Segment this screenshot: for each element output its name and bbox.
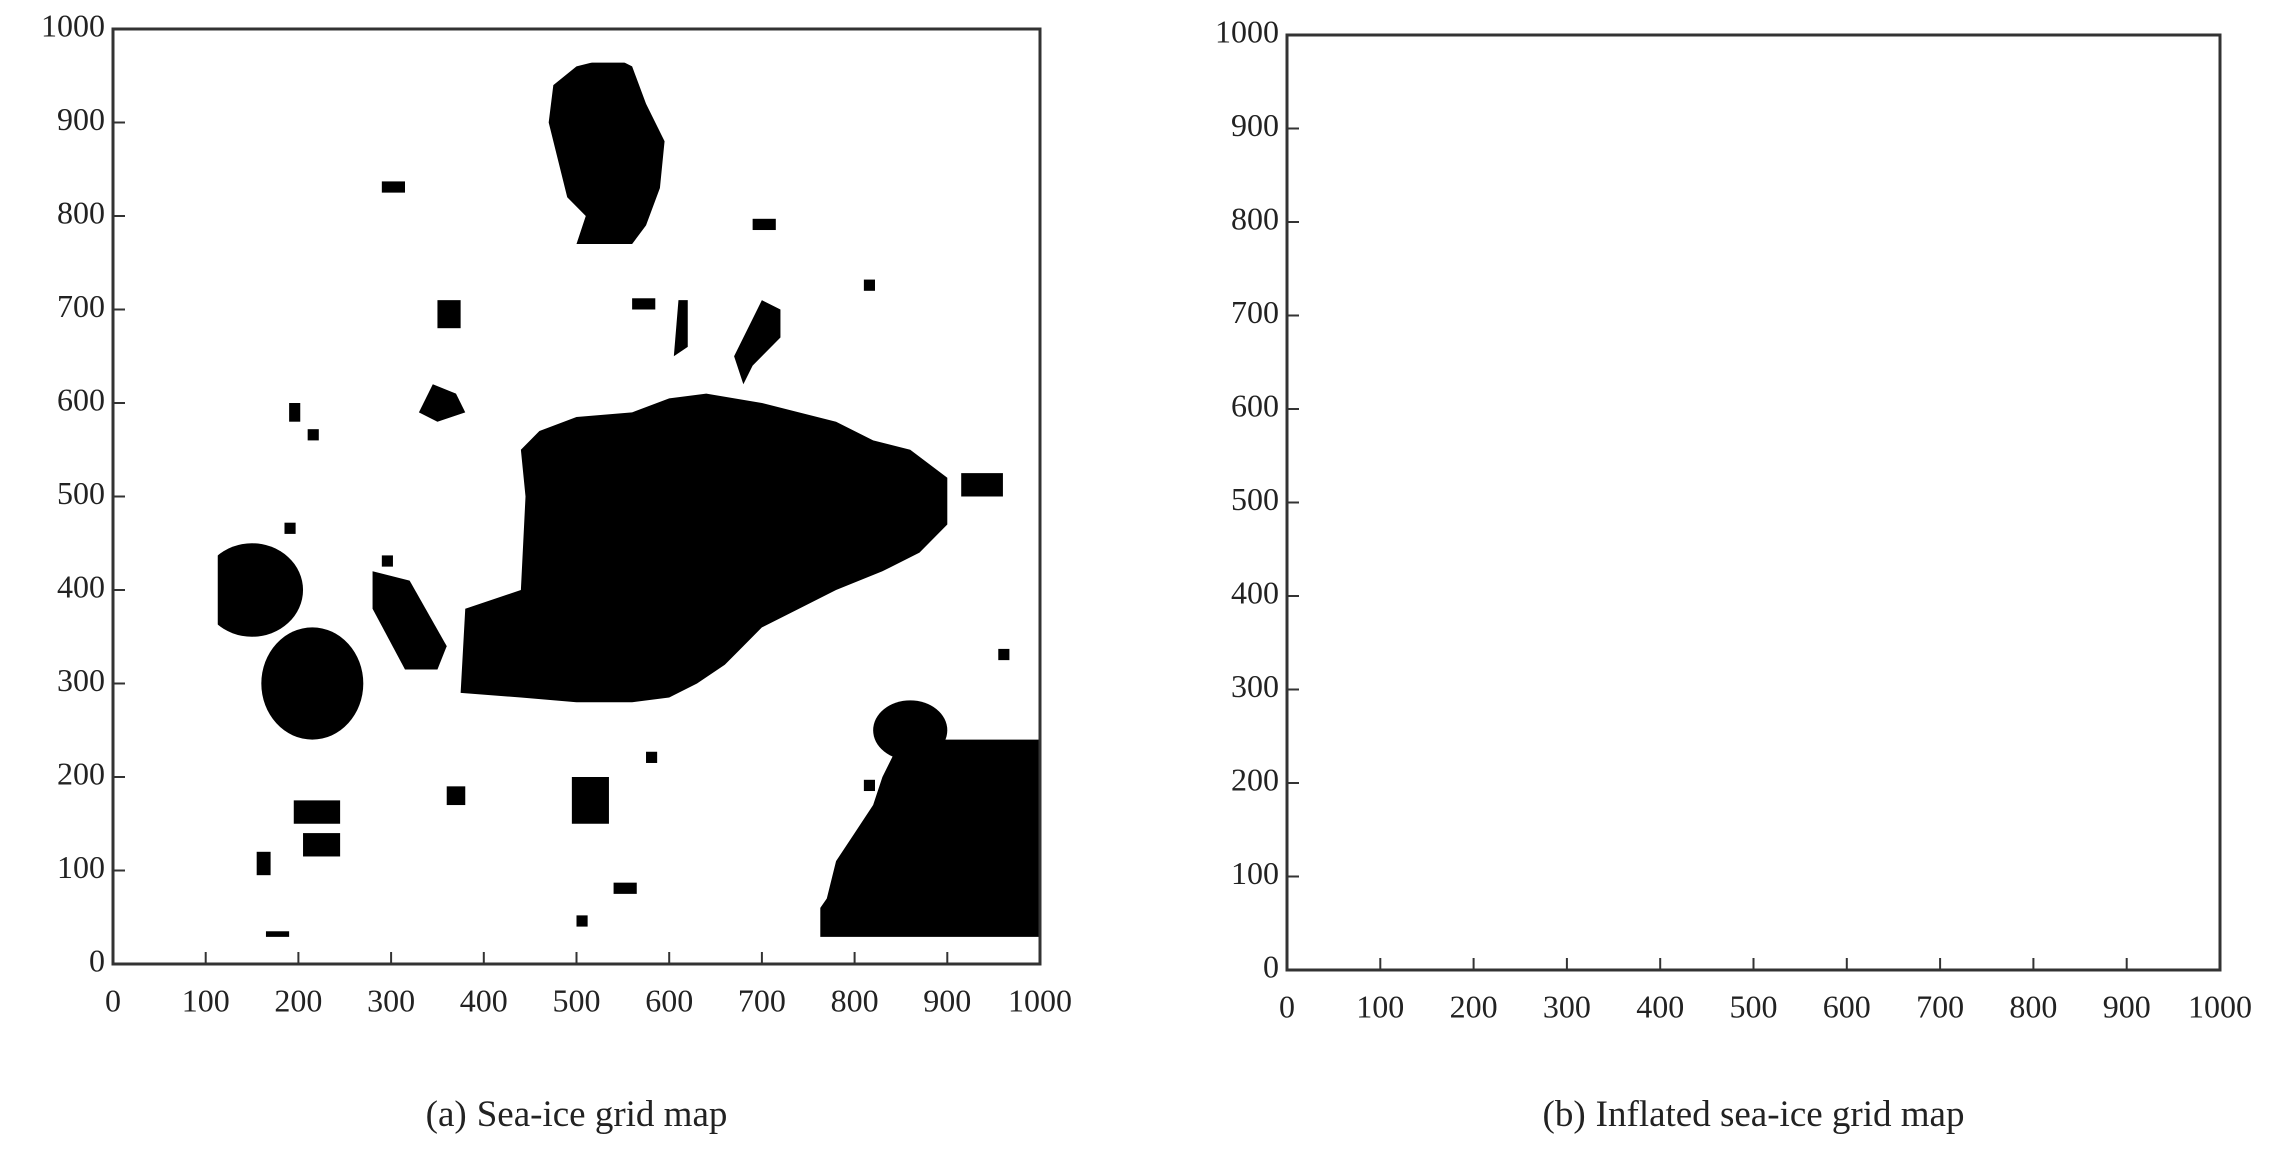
- y-tick-label: 0: [89, 942, 105, 978]
- sea-ice: [217, 62, 1040, 937]
- y-tick-label: 900: [1231, 107, 1279, 143]
- x-tick-label: 1000: [2188, 988, 2252, 1024]
- caption-title: Sea-ice grid map: [477, 1094, 728, 1135]
- y-tick-label: 900: [57, 101, 105, 137]
- grid-map-panel: 0 100 200 300 400 500 600 700 800 900 1000 0 100 200 3…: [41, 7, 1072, 1135]
- y-tick-label: 600: [57, 381, 105, 417]
- y-tick-label: 400: [57, 568, 105, 604]
- caption-label: (b): [1543, 1094, 1586, 1135]
- x-tick-label: 800: [831, 982, 879, 1018]
- plot-frame: [1285, 33, 2222, 972]
- x-tick-label: 0: [105, 982, 121, 1018]
- x-tick-label: 700: [1916, 988, 1964, 1024]
- y-tick-label: 500: [57, 475, 105, 511]
- x-tick-label: 500: [1730, 988, 1778, 1024]
- y-tick-label: 200: [57, 755, 105, 791]
- caption: (a) Sea-ice grid map: [426, 1094, 728, 1135]
- y-tick-label: 600: [1231, 387, 1279, 423]
- y-tick-label: 200: [1231, 761, 1279, 797]
- x-tick-label: 700: [738, 982, 786, 1018]
- y-tick-label: 0: [1263, 948, 1279, 984]
- sea-ice: [1287, 47, 2220, 970]
- x-tick-label: 0: [1279, 988, 1295, 1024]
- y-tick-label: 800: [1231, 200, 1279, 236]
- y-tick-label: 100: [1231, 855, 1279, 891]
- x-tick-label: 900: [923, 982, 971, 1018]
- y-tick-label: 400: [1231, 574, 1279, 610]
- x-tick-label: 300: [1543, 988, 1591, 1024]
- caption: (b) Inflated sea-ice grid map: [1543, 1094, 1965, 1135]
- y-tick-label: 1000: [41, 7, 105, 43]
- x-tick-label: 400: [460, 982, 508, 1018]
- x-tick-label: 900: [2103, 988, 2151, 1024]
- x-tick-label: 100: [1356, 988, 1404, 1024]
- caption-label: (a): [426, 1094, 467, 1135]
- x-tick-label: 100: [182, 982, 230, 1018]
- y-tick-label: 300: [57, 662, 105, 698]
- x-tick-label: 500: [553, 982, 601, 1018]
- x-tick-label: 400: [1636, 988, 1684, 1024]
- x-tick-label: 600: [645, 982, 693, 1018]
- grid-map-panel: 0 100 200 300 400 500 600 700 800 900 1000 0 100 200 3…: [1215, 13, 2252, 1135]
- y-tick-label: 500: [1231, 481, 1279, 517]
- caption-title: Inflated sea-ice grid map: [1596, 1094, 1965, 1135]
- x-tick-label: 600: [1823, 988, 1871, 1024]
- x-tick-label: 300: [367, 982, 415, 1018]
- y-tick-label: 300: [1231, 668, 1279, 704]
- y-tick-label: 1000: [1215, 13, 1279, 49]
- x-tick-label: 200: [274, 982, 322, 1018]
- y-tick-label: 100: [57, 849, 105, 885]
- x-tick-label: 200: [1450, 988, 1498, 1024]
- y-tick-label: 700: [57, 288, 105, 324]
- x-tick-label: 1000: [1008, 982, 1072, 1018]
- x-tick-label: 800: [2009, 988, 2057, 1024]
- y-tick-label: 700: [1231, 294, 1279, 330]
- y-tick-label: 800: [57, 194, 105, 230]
